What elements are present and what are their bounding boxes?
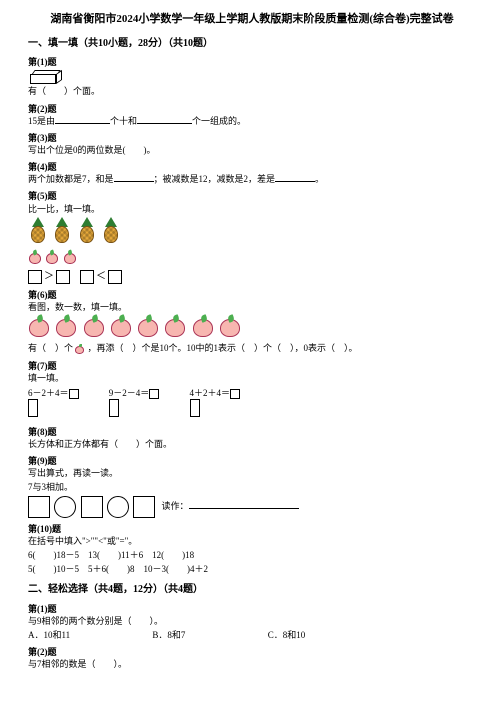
- q9-text-a: 写出算式，再读一读。: [28, 467, 476, 479]
- q7-eq1-ans[interactable]: [69, 389, 79, 399]
- q6-a: 有（ ）个: [28, 343, 73, 353]
- q10-number: 第(10)题: [28, 523, 476, 535]
- s2q2-number: 第(2)题: [28, 646, 476, 658]
- peach-icon: [55, 315, 77, 337]
- q7-eq3-ans[interactable]: [230, 389, 240, 399]
- q7-eq1: 6－2＋4＝: [28, 387, 79, 421]
- q4-number: 第(4)题: [28, 161, 476, 173]
- s2q1-text: 与9相邻的两个数分别是（ ）。: [28, 615, 476, 627]
- q5-box2[interactable]: [56, 270, 70, 284]
- q6-text: 看图，数一数，填一填。: [28, 301, 476, 313]
- circle-shape[interactable]: [54, 496, 76, 518]
- q8-text: 长方体和正方体都有（ ）个面。: [28, 438, 476, 450]
- peach-icon: [28, 250, 42, 264]
- q5-box1[interactable]: [28, 270, 42, 284]
- q5-compare-row: ＞ ＜: [28, 270, 476, 284]
- square-shape[interactable]: [81, 496, 103, 518]
- peach-icon: [137, 315, 159, 337]
- q7-eq3-text: 4＋2＋4＝: [190, 388, 231, 398]
- page-title: 湖南省衡阳市2024小学数学一年级上学期人教版期末阶段质量检测(综合卷)完整试卷: [28, 12, 476, 27]
- q7-eq2: 9－2－4＝: [109, 387, 160, 421]
- q5-text: 比一比，填一填。: [28, 203, 476, 215]
- pineapple-icon: [101, 217, 121, 245]
- q8-number: 第(8)题: [28, 426, 476, 438]
- pineapple-icon: [52, 217, 72, 245]
- pineapple-icon: [28, 217, 48, 245]
- q7-eq1-step1[interactable]: [28, 399, 38, 417]
- q2-text-a: 15是由: [28, 116, 55, 126]
- q7-eq2-ans[interactable]: [149, 389, 159, 399]
- q6-b: ，再添（ ）个是10个。10中的1表示（ ）个（ ），0表示（ ）。: [88, 343, 358, 353]
- square-shape[interactable]: [133, 496, 155, 518]
- peach-icon: [110, 315, 132, 337]
- q7-eq2-step1[interactable]: [109, 399, 119, 417]
- q1-number: 第(1)题: [28, 56, 476, 68]
- q5-pineapple-row: [28, 217, 476, 248]
- q2-blank-2[interactable]: [137, 115, 192, 124]
- q7-eq-row: 6－2＋4＝ 9－2－4＝ 4＋2＋4＝: [28, 387, 476, 421]
- peach-icon: [45, 250, 59, 264]
- q2-text: 15是由 个十和 个一组成的。: [28, 115, 476, 127]
- peach-icon: [63, 250, 77, 264]
- q9-reads: 读作：: [162, 501, 189, 511]
- peach-icon: [83, 315, 105, 337]
- q3-number: 第(3)题: [28, 132, 476, 144]
- square-shape[interactable]: [28, 496, 50, 518]
- q10-r2b: 5＋6( )8: [88, 564, 135, 574]
- s2q2-text: 与7相邻的数是（ ）。: [28, 658, 476, 670]
- peach-icon: [219, 315, 241, 337]
- q4-a: 两个加数都是7，和是: [28, 174, 114, 184]
- q10-intro: 在括号中填入">""<"或"="。: [28, 535, 476, 547]
- peach-icon: [164, 315, 186, 337]
- q10-r1c: 12( )18: [152, 550, 194, 560]
- q9-blank[interactable]: [189, 500, 299, 509]
- q4-c: 。: [315, 174, 324, 184]
- q6-peach-row: [28, 315, 476, 340]
- s2q1-choices: A．10和11 B．8和7 C．8和10: [28, 629, 476, 641]
- s2q1-choice-c[interactable]: C．8和10: [268, 629, 306, 641]
- cuboid-icon: [30, 70, 64, 84]
- q10-row2: 5( )10－5 5＋6( )8 10－3( )4＋2: [28, 563, 476, 575]
- s2q1-choice-b[interactable]: B．8和7: [152, 629, 185, 641]
- q7-eq3-step1[interactable]: [190, 399, 200, 417]
- s2q1-number: 第(1)题: [28, 603, 476, 615]
- q7-eq3: 4＋2＋4＝: [190, 387, 241, 421]
- q5-number: 第(5)题: [28, 190, 476, 202]
- q3-text: 写出个位是0的两位数是( )。: [28, 144, 476, 156]
- q5-box3[interactable]: [80, 270, 94, 284]
- peach-icon: [28, 315, 50, 337]
- pineapple-icon: [77, 217, 97, 245]
- q4-text: 两个加数都是7，和是 ；被减数是12，减数是2，差是 。: [28, 173, 476, 185]
- q7-number: 第(7)题: [28, 360, 476, 372]
- q6-number: 第(6)题: [28, 289, 476, 301]
- q7-text: 填一填。: [28, 372, 476, 384]
- q10-r1b: 13( )11＋6: [88, 550, 143, 560]
- q5-box4[interactable]: [108, 270, 122, 284]
- q10-r2c: 10－3( )4＋2: [144, 564, 209, 574]
- q2-text-c: 个一组成的。: [192, 116, 246, 126]
- peach-icon: [75, 344, 85, 354]
- q10-r2a: 5( )10－5: [28, 564, 79, 574]
- q9-number: 第(9)题: [28, 455, 476, 467]
- q1-text: 有（ ）个面。: [28, 85, 476, 97]
- q7-eq1-text: 6－2＋4＝: [28, 388, 69, 398]
- q10-r1a: 6( )18－5: [28, 550, 79, 560]
- q5-peach-row: [28, 250, 476, 267]
- section-1-heading: 一、填一填（共10小题，28分）（共10题）: [28, 37, 476, 51]
- q6-fill-line: 有（ ）个 ，再添（ ）个是10个。10中的1表示（ ）个（ ），0表示（ ）。: [28, 342, 476, 354]
- q2-text-b: 个十和: [110, 116, 137, 126]
- section-2-heading: 二、轻松选择（共4题，12分）（共4题）: [28, 583, 476, 597]
- q4-blank-2[interactable]: [275, 173, 315, 182]
- s2q1-choice-a[interactable]: A．10和11: [28, 629, 70, 641]
- peach-icon: [192, 315, 214, 337]
- q2-blank-1[interactable]: [55, 115, 110, 124]
- q9-text-b: 7与3相加。: [28, 481, 476, 493]
- q2-number: 第(2)题: [28, 103, 476, 115]
- circle-shape[interactable]: [107, 496, 129, 518]
- q10-row1: 6( )18－5 13( )11＋6 12( )18: [28, 549, 476, 561]
- q4-blank-1[interactable]: [114, 173, 154, 182]
- q7-eq2-text: 9－2－4＝: [109, 388, 150, 398]
- q4-b: ；被减数是12，减数是2，差是: [154, 174, 276, 184]
- q9-shapes: 读作：: [28, 496, 476, 518]
